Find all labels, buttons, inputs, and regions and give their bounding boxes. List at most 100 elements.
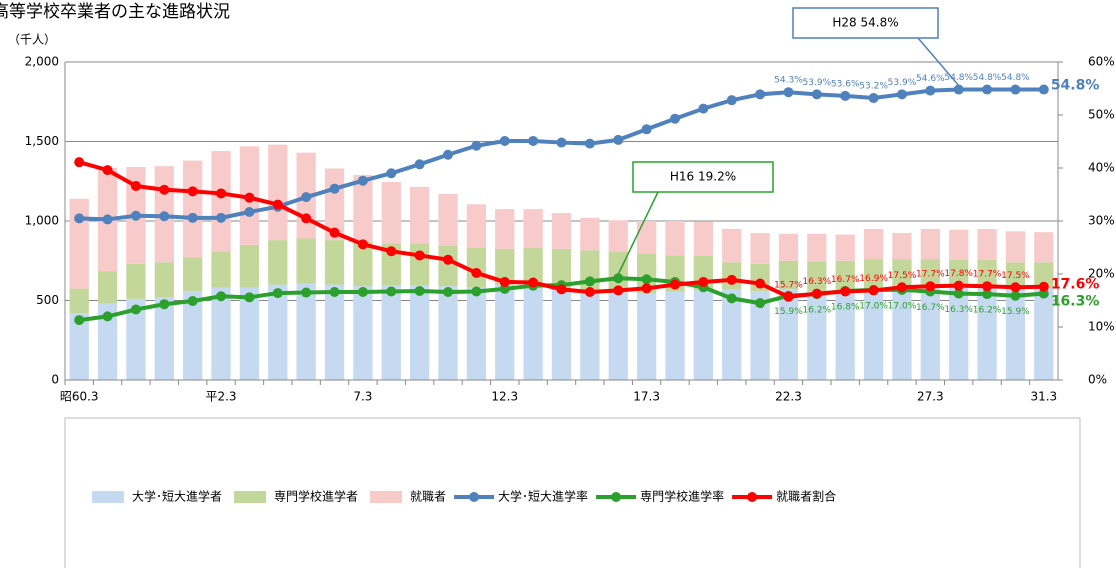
marker xyxy=(528,135,539,146)
y2-tick-label: 30% xyxy=(1088,214,1115,228)
bar xyxy=(949,259,969,287)
marker xyxy=(187,212,198,223)
data-label: 16.3% xyxy=(944,305,973,315)
marker xyxy=(840,286,851,297)
bar xyxy=(1034,232,1054,263)
bar xyxy=(778,260,799,290)
marker xyxy=(244,292,255,303)
bar xyxy=(636,221,657,254)
marker xyxy=(443,149,454,160)
marker xyxy=(216,188,227,199)
data-label: 17.5% xyxy=(888,271,917,281)
bar xyxy=(949,229,969,260)
callout-text: H28 54.8% xyxy=(832,16,898,30)
marker xyxy=(811,288,822,299)
x-tick-label: 昭60.3 xyxy=(60,390,99,404)
marker xyxy=(357,287,368,298)
data-label: 17.0% xyxy=(859,301,888,311)
bar xyxy=(268,284,288,380)
bar xyxy=(97,271,118,304)
marker xyxy=(130,181,141,192)
marker xyxy=(726,95,737,106)
bar xyxy=(409,285,430,380)
bar xyxy=(750,290,770,380)
bar xyxy=(438,193,458,246)
marker xyxy=(244,192,255,203)
marker xyxy=(443,287,454,298)
x-tick-label: 12.3 xyxy=(491,390,518,404)
marker xyxy=(868,285,879,296)
data-label: 16.8% xyxy=(831,302,860,312)
bar xyxy=(580,217,600,251)
bar xyxy=(409,243,430,286)
data-label: 17.7% xyxy=(916,270,945,280)
bar xyxy=(409,186,430,244)
marker xyxy=(414,250,425,261)
marker xyxy=(613,134,624,145)
marker xyxy=(329,183,340,194)
legend-swatch xyxy=(234,491,267,503)
bar xyxy=(239,287,260,380)
bar xyxy=(211,151,231,252)
marker xyxy=(698,103,709,114)
legend-label[interactable]: 就職者割合 xyxy=(776,489,836,504)
callout-box xyxy=(632,161,774,193)
bar xyxy=(665,221,685,256)
data-label: 17.6% xyxy=(1051,277,1100,293)
data-label: 53.9% xyxy=(803,78,832,88)
marker xyxy=(187,296,198,307)
legend-label[interactable]: 就職者 xyxy=(410,490,446,504)
data-label: 54.8% xyxy=(1001,73,1030,83)
marker xyxy=(272,288,283,299)
marker xyxy=(329,287,340,298)
marker xyxy=(1010,84,1021,95)
legend-swatch xyxy=(747,492,758,502)
marker xyxy=(669,113,680,124)
bar xyxy=(183,290,203,380)
y-axis-unit: （千人） xyxy=(8,33,56,47)
marker xyxy=(216,291,227,302)
bar xyxy=(69,288,89,314)
data-label: 17.0% xyxy=(888,301,917,311)
bar xyxy=(863,290,884,380)
bar xyxy=(920,287,940,380)
data-label: 54.8% xyxy=(973,73,1002,83)
marker xyxy=(244,206,255,217)
bar xyxy=(466,287,487,380)
legend-label[interactable]: 専門学校進学者 xyxy=(274,489,358,504)
y2-tick-label: 40% xyxy=(1088,161,1115,175)
marker xyxy=(471,140,482,151)
bar xyxy=(693,290,714,380)
bar xyxy=(835,234,855,261)
x-tick-label: 平2.3 xyxy=(205,390,236,404)
bar xyxy=(722,289,742,380)
bar xyxy=(183,160,203,258)
marker xyxy=(414,285,425,296)
y-tick-label: 1,500 xyxy=(25,134,59,148)
marker xyxy=(357,175,368,186)
bar xyxy=(381,182,401,244)
marker xyxy=(669,279,680,290)
bar xyxy=(438,245,458,287)
bar xyxy=(69,313,89,380)
data-label: 16.3% xyxy=(1051,294,1100,310)
x-tick-label: 7.3 xyxy=(353,390,372,404)
marker xyxy=(755,298,766,309)
x-tick-label: 31.3 xyxy=(1030,390,1057,404)
bar xyxy=(1034,262,1054,288)
legend-label[interactable]: 大学･短大進学者 xyxy=(132,489,222,504)
marker xyxy=(272,199,283,210)
marker xyxy=(953,288,964,299)
bar xyxy=(835,289,855,380)
bar xyxy=(126,263,146,299)
bar xyxy=(183,257,203,291)
legend-label[interactable]: 大学･短大進学率 xyxy=(498,489,588,504)
legend-label[interactable]: 専門学校進学率 xyxy=(640,489,724,504)
data-label: 54.6% xyxy=(916,74,945,84)
bar xyxy=(523,209,543,249)
data-label: 53.9% xyxy=(888,78,917,88)
y2-tick-label: 10% xyxy=(1088,320,1115,334)
legend-box xyxy=(64,417,1081,572)
bar xyxy=(892,232,912,260)
marker xyxy=(301,213,312,224)
